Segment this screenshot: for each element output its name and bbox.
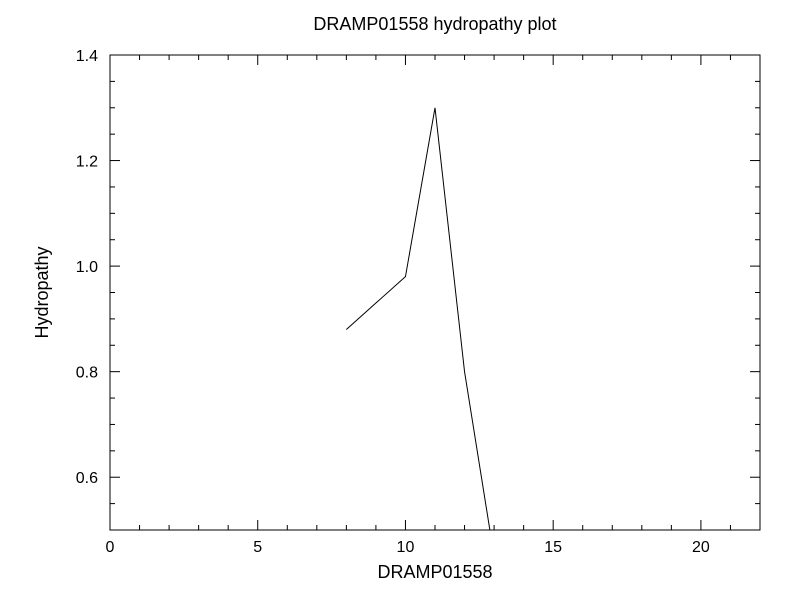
plot-box	[110, 55, 760, 530]
x-tick-label: 5	[253, 539, 262, 556]
chart-container: 0 5 10 15 20 0.6 0.8 1.0 1.2 1.4 DRAMP01558 hydrop…	[0, 0, 800, 600]
x-tick-label: 20	[692, 539, 710, 556]
x-tick-label: 15	[544, 539, 562, 556]
y-tick-label: 0.6	[76, 470, 98, 487]
y-axis-label: Hydropathy	[32, 246, 52, 338]
data-line	[346, 108, 494, 557]
x-axis-label: DRAMP01558	[377, 562, 492, 582]
x-tick-label: 10	[397, 539, 415, 556]
y-tick-label: 1.0	[76, 259, 98, 276]
x-tick-label: 0	[106, 539, 115, 556]
y-tick-label: 1.4	[76, 48, 98, 65]
y-tick-label: 1.2	[76, 154, 98, 171]
hydropathy-chart: 0 5 10 15 20 0.6 0.8 1.0 1.2 1.4 DRAMP01558 hydrop…	[0, 0, 800, 600]
chart-title: DRAMP01558 hydropathy plot	[313, 14, 556, 34]
y-tick-label: 0.8	[76, 365, 98, 382]
